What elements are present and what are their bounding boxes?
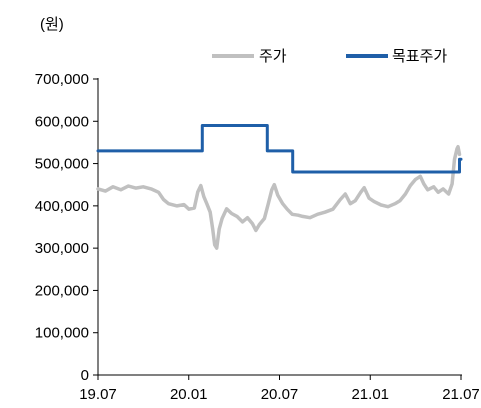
y-tick-label: 300,000 [35, 240, 89, 257]
x-tick-label: 21.01 [351, 386, 389, 403]
y-tick-label: 400,000 [35, 198, 89, 215]
y-tick-label: 100,000 [35, 325, 89, 342]
y-tick-label: 600,000 [35, 113, 89, 130]
series-line-price [96, 144, 462, 250]
y-tick-label: 0 [81, 367, 89, 384]
y-tick-label: 200,000 [35, 282, 89, 299]
x-tick-label: 20.07 [261, 386, 299, 403]
series-layer [96, 124, 463, 250]
unit-label: (원) [40, 16, 64, 33]
legend-label-price: 주가 [259, 48, 287, 65]
y-tick-label: 500,000 [35, 156, 89, 173]
x-tick-label: 21.07 [442, 386, 480, 403]
x-tick-label: 19.07 [79, 386, 117, 403]
y-tick-label: 700,000 [35, 71, 89, 88]
x-tick-label: 20.01 [170, 386, 208, 403]
y-axis-ticks: 0 100,000 200,000 300,000 400,000 500,000 600,… [35, 71, 98, 384]
x-axis-ticks: 19.07 20.01 20.07 21.01 21.07 [79, 375, 480, 403]
series-line-target [96, 124, 463, 174]
legend: 주가 목표주가 [212, 48, 447, 65]
legend-label-target: 목표주가 [392, 48, 447, 65]
